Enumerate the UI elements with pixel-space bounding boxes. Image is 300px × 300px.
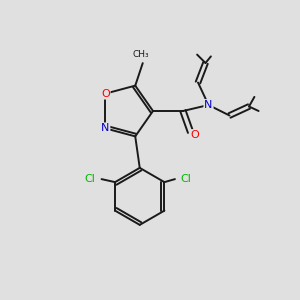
Text: Cl: Cl [180,174,191,184]
Text: N: N [101,123,110,134]
Text: O: O [101,88,110,99]
Text: O: O [190,130,200,140]
Text: Cl: Cl [84,174,95,184]
Text: CH₃: CH₃ [133,50,149,59]
Text: N: N [204,100,213,110]
